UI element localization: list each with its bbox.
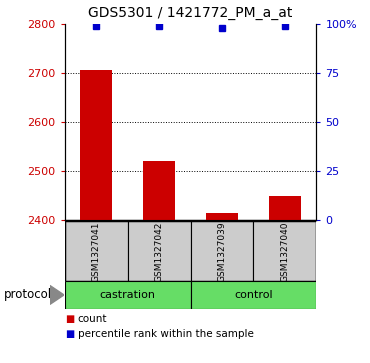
Bar [253, 221, 316, 281]
Text: count: count [78, 314, 107, 324]
Text: GSM1327042: GSM1327042 [155, 221, 164, 282]
Bar [81, 70, 112, 220]
Bar [65, 221, 128, 281]
Bar [65, 281, 191, 309]
Text: percentile rank within the sample: percentile rank within the sample [78, 329, 253, 339]
Bar [144, 161, 175, 220]
Text: ■: ■ [65, 314, 74, 324]
Bar [191, 281, 316, 309]
Text: GSM1327041: GSM1327041 [92, 221, 101, 282]
Text: castration: castration [100, 290, 156, 300]
Text: control: control [234, 290, 273, 300]
Text: GSM1327040: GSM1327040 [280, 221, 289, 282]
Bar [191, 221, 253, 281]
Bar [206, 213, 238, 220]
Text: protocol: protocol [4, 289, 52, 301]
Text: ■: ■ [65, 329, 74, 339]
Title: GDS5301 / 1421772_PM_a_at: GDS5301 / 1421772_PM_a_at [88, 6, 293, 20]
Text: GSM1327039: GSM1327039 [218, 221, 226, 282]
Bar [128, 221, 191, 281]
Bar [269, 196, 300, 220]
Polygon shape [50, 285, 64, 304]
